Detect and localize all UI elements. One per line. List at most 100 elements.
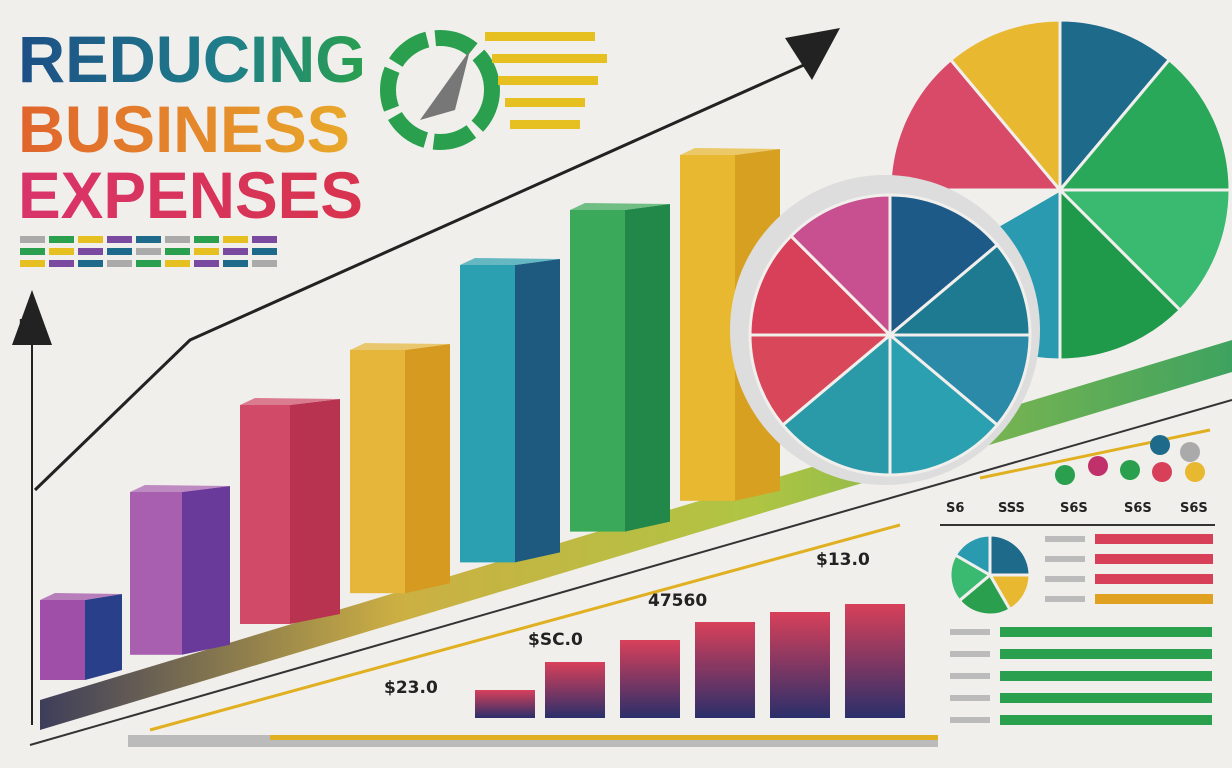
strip [223, 260, 248, 267]
strip [252, 248, 277, 255]
price-label: 47560 [648, 591, 707, 611]
strip [78, 236, 103, 243]
gauge-bar [485, 32, 595, 41]
bar-front [350, 350, 405, 594]
pie-slice [1056, 57, 1232, 192]
legend-key [950, 651, 990, 657]
legend-key [950, 673, 990, 679]
arrow-head [785, 28, 840, 80]
strip [136, 236, 161, 243]
strip [194, 260, 219, 267]
donut-slice [988, 533, 1032, 577]
pie-slice [948, 18, 1062, 195]
bar-top [240, 398, 340, 405]
legend-dot [1180, 442, 1200, 462]
legend-key [1045, 596, 1085, 602]
bar-side [290, 399, 340, 624]
bar-side [405, 344, 450, 594]
legend-bar [1000, 627, 1212, 637]
gauge-bar [510, 120, 580, 129]
bar-front [570, 210, 625, 532]
legend-key [950, 629, 990, 635]
legend-key [950, 717, 990, 723]
band-line [979, 428, 1211, 480]
legend-dot [1120, 460, 1140, 480]
gauge-bar [492, 54, 607, 63]
pie-slice [748, 233, 894, 337]
bar-top [130, 485, 230, 492]
title-line: EXPENSES [18, 158, 363, 232]
legend-label: S6S [1124, 501, 1152, 516]
legend-label: S6S [1060, 501, 1088, 516]
bar-top [460, 258, 560, 265]
bar-side [182, 486, 230, 655]
price-label: $13.0 [816, 550, 870, 570]
title-line: REDUCING [18, 22, 366, 96]
donut-slice [957, 572, 1013, 617]
pie-slice [888, 193, 1000, 339]
legend-dot [1152, 462, 1172, 482]
legend-bar [1000, 715, 1212, 725]
small-bar [770, 612, 830, 718]
strip [136, 260, 161, 267]
pie-slice [885, 242, 1032, 337]
legend-dot [1055, 465, 1075, 485]
strip [223, 248, 248, 255]
bar-top [40, 593, 122, 600]
small-bar [620, 640, 680, 718]
pie-slice [748, 333, 895, 428]
pie-slice [888, 331, 1000, 477]
legend-key [1045, 536, 1085, 542]
band-line [149, 523, 901, 732]
axis-label: IS [18, 315, 40, 339]
strip [165, 248, 190, 255]
strip [20, 248, 45, 255]
pie-slice [1056, 188, 1232, 313]
strip [20, 260, 45, 267]
bar-side [515, 259, 560, 563]
gauge [380, 30, 500, 150]
strip [194, 248, 219, 255]
strip [194, 236, 219, 243]
pie-slice [780, 331, 892, 477]
small-bar [475, 690, 535, 718]
trend-line [33, 58, 816, 492]
strip [107, 260, 132, 267]
legend-label: S6S [1180, 501, 1208, 516]
strip [49, 260, 74, 267]
strip [107, 236, 132, 243]
bar-front [460, 265, 515, 563]
pie-slice [1058, 186, 1183, 362]
strip [49, 248, 74, 255]
legend-bar [1095, 594, 1213, 604]
strip [223, 236, 248, 243]
strip [252, 236, 277, 243]
legend-dot [1185, 462, 1205, 482]
title-line: BUSINESS [18, 92, 350, 166]
legend-bar [1000, 671, 1212, 681]
strip [49, 236, 74, 243]
legend-dot [1150, 435, 1170, 455]
strip [252, 260, 277, 267]
gauge-bar [505, 98, 585, 107]
legend-key [950, 695, 990, 701]
legend-label: SSS [998, 501, 1025, 516]
strip [165, 260, 190, 267]
strip [20, 236, 45, 243]
legend-key [1045, 556, 1085, 562]
legend-bar [1000, 693, 1212, 703]
legend-key [1045, 576, 1085, 582]
strip [78, 260, 103, 267]
legend-dot [1088, 456, 1108, 476]
band-line [29, 399, 1232, 746]
bar-side [625, 204, 670, 532]
bar-front [680, 155, 735, 501]
bar-front [40, 600, 85, 680]
legend-bar [1000, 649, 1212, 659]
price-label: $SC.0 [528, 630, 583, 650]
small-bar [845, 604, 905, 718]
bar-top [570, 203, 670, 210]
bar-front [240, 405, 290, 624]
gauge-needle [420, 50, 470, 120]
